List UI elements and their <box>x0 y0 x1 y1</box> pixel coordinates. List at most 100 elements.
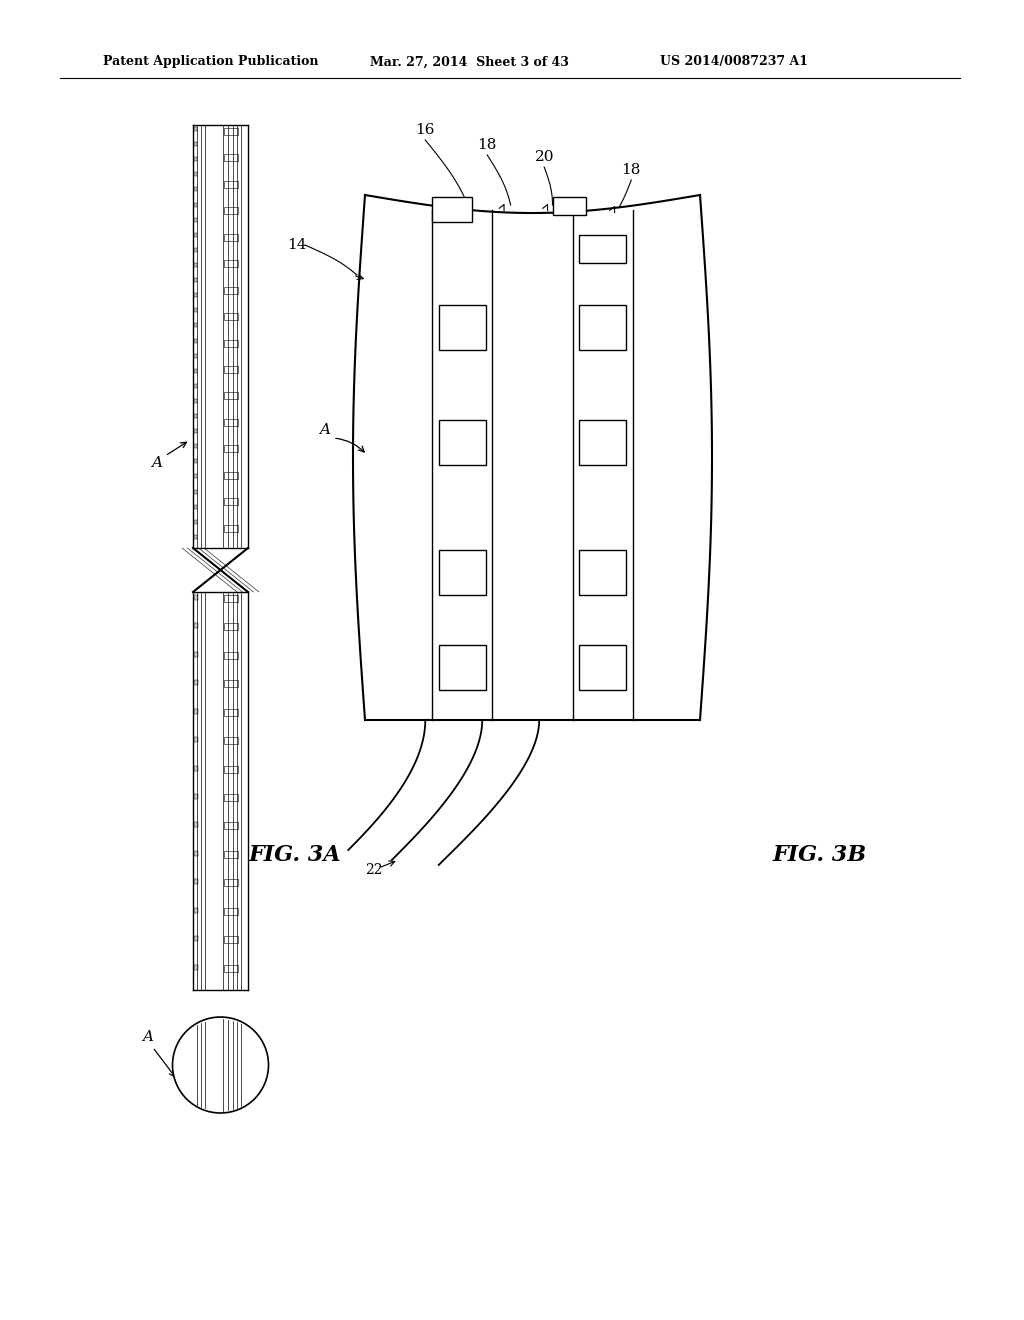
Bar <box>432 197 472 222</box>
Bar <box>194 309 197 313</box>
Bar <box>194 368 197 372</box>
Bar <box>224 822 238 829</box>
Bar <box>224 286 238 293</box>
Bar <box>224 181 238 187</box>
Bar <box>194 459 197 463</box>
Bar <box>194 474 197 478</box>
Text: 18: 18 <box>477 139 497 152</box>
Bar <box>194 595 198 601</box>
Bar <box>194 173 197 177</box>
Bar <box>224 524 238 532</box>
Bar <box>194 263 197 267</box>
Bar <box>194 399 197 403</box>
Bar <box>224 154 238 161</box>
Bar <box>194 851 198 855</box>
Polygon shape <box>353 195 712 719</box>
Bar <box>224 392 238 400</box>
Text: A: A <box>152 455 163 470</box>
Bar <box>194 338 197 342</box>
Bar <box>194 354 197 358</box>
Bar <box>224 623 238 631</box>
Bar <box>438 645 485 690</box>
Bar <box>224 260 238 267</box>
Bar <box>194 737 198 742</box>
Bar <box>194 822 198 828</box>
Text: A: A <box>319 422 331 437</box>
Text: 14: 14 <box>288 238 307 252</box>
Bar <box>224 313 238 319</box>
Bar <box>224 595 238 602</box>
Bar <box>224 207 238 214</box>
Bar <box>224 851 238 858</box>
Bar <box>224 128 238 135</box>
Text: FIG. 3B: FIG. 3B <box>773 843 867 866</box>
Bar <box>224 339 238 346</box>
Bar <box>194 323 197 327</box>
Bar <box>224 445 238 453</box>
Circle shape <box>172 1016 268 1113</box>
Bar <box>194 218 197 222</box>
Bar <box>194 766 198 771</box>
Bar <box>224 498 238 506</box>
Bar <box>553 197 586 215</box>
Text: 20: 20 <box>535 150 554 164</box>
Bar <box>194 414 197 418</box>
Bar <box>194 293 197 297</box>
Bar <box>194 143 197 147</box>
Bar <box>224 366 238 374</box>
Bar <box>224 795 238 801</box>
Bar <box>580 420 627 465</box>
Text: Patent Application Publication: Patent Application Publication <box>103 55 318 69</box>
Bar <box>438 305 485 350</box>
Bar <box>194 429 197 433</box>
Bar <box>194 445 197 449</box>
Bar <box>224 471 238 479</box>
Bar <box>438 420 485 465</box>
Bar <box>194 680 198 685</box>
Bar <box>194 535 197 539</box>
Text: A: A <box>142 1030 153 1044</box>
Text: Mar. 27, 2014  Sheet 3 of 43: Mar. 27, 2014 Sheet 3 of 43 <box>370 55 569 69</box>
Bar <box>224 965 238 972</box>
Bar <box>194 936 198 941</box>
Bar <box>224 418 238 426</box>
Bar <box>224 766 238 772</box>
Bar <box>580 550 627 595</box>
Bar <box>438 550 485 595</box>
Bar <box>224 737 238 744</box>
Bar <box>224 680 238 688</box>
Text: 22: 22 <box>365 863 383 876</box>
Text: 16: 16 <box>416 123 435 137</box>
Bar <box>194 232 197 236</box>
Text: 18: 18 <box>622 162 641 177</box>
Bar <box>194 623 198 628</box>
Bar <box>194 248 197 252</box>
Bar <box>580 305 627 350</box>
Bar <box>194 709 198 714</box>
Bar <box>194 127 197 131</box>
Bar <box>224 234 238 240</box>
Bar <box>194 279 197 282</box>
Text: FIG. 3A: FIG. 3A <box>249 843 341 866</box>
Polygon shape <box>193 548 248 591</box>
Bar <box>224 879 238 886</box>
Bar <box>580 645 627 690</box>
Bar <box>194 490 197 494</box>
Text: US 2014/0087237 A1: US 2014/0087237 A1 <box>660 55 808 69</box>
Bar <box>194 520 197 524</box>
Bar <box>224 908 238 915</box>
Bar <box>224 936 238 944</box>
Bar <box>224 709 238 715</box>
Bar <box>224 652 238 659</box>
Bar <box>194 187 197 191</box>
Bar <box>194 504 197 508</box>
Bar <box>194 202 197 206</box>
Bar <box>194 157 197 161</box>
Bar <box>194 908 198 912</box>
Bar <box>194 384 197 388</box>
Bar <box>194 879 198 884</box>
Bar <box>194 965 198 970</box>
Bar <box>580 235 627 263</box>
Bar <box>194 652 198 657</box>
Bar <box>194 795 198 799</box>
